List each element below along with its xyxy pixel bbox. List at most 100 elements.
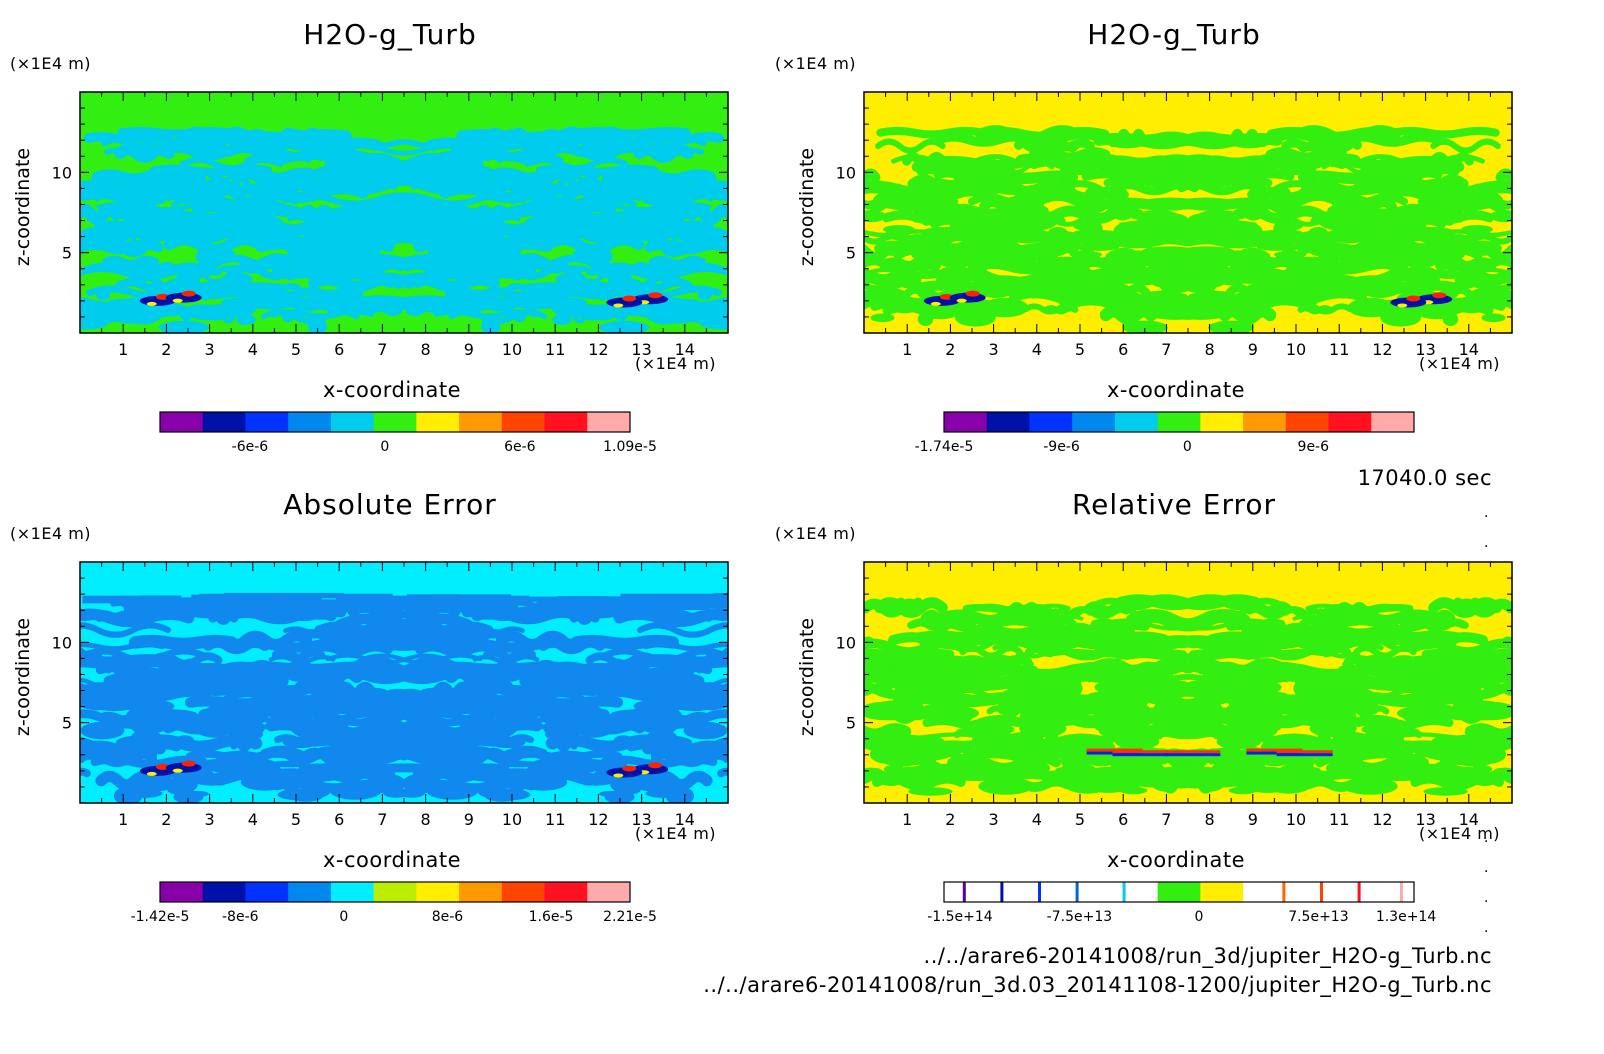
field-blob — [166, 782, 184, 795]
colorbar-swatch — [1029, 882, 1073, 902]
field-streak — [920, 609, 967, 627]
x-tick-label: 6 — [1118, 810, 1128, 829]
field-blob — [660, 240, 687, 258]
colorbar-frame — [159, 881, 631, 903]
x-unit-label: (×1E4 m) — [1419, 354, 1501, 373]
field-blob — [282, 736, 319, 749]
field-blob — [190, 678, 243, 696]
colorbar-label: 2.21e-5 — [603, 909, 657, 925]
field-blob — [158, 320, 209, 333]
field-blob — [202, 219, 244, 229]
field-blob — [504, 290, 529, 298]
field-blob — [466, 663, 523, 676]
y-tick-label: 5 — [62, 714, 72, 733]
field-streak — [577, 176, 628, 191]
field-blob — [80, 229, 110, 244]
field-blob — [1481, 673, 1501, 693]
field-streak — [864, 168, 881, 186]
field-streak — [648, 255, 707, 269]
field-blob — [345, 739, 388, 747]
x-tick-label: 7 — [1161, 340, 1171, 359]
field-blob — [1337, 226, 1358, 244]
field-blob — [1382, 719, 1412, 739]
field-blob — [991, 304, 1020, 312]
file-path-2: ../../arare6-20141008/run_3d.03_20141108… — [703, 973, 1492, 997]
field-blob — [1187, 719, 1224, 733]
colorbar-swatch — [202, 412, 246, 432]
field-blob — [971, 223, 1027, 235]
field-streak — [1014, 138, 1049, 152]
colorbar-swatch — [373, 412, 417, 432]
field-blob — [1454, 268, 1481, 289]
field-blob — [1293, 679, 1316, 698]
field-streak — [613, 608, 728, 628]
x-tick-label: 6 — [334, 810, 344, 829]
field-streak — [1343, 655, 1419, 668]
field-streak — [1029, 147, 1111, 161]
y-unit-label: (×1E4 m) — [775, 54, 857, 73]
field-streak — [188, 142, 223, 160]
field-blob — [1256, 242, 1296, 251]
field-blob — [396, 217, 420, 227]
field-blob — [1417, 668, 1451, 683]
field-blob — [413, 256, 461, 269]
x-tick-label: 11 — [545, 810, 565, 829]
x-tick-label: 8 — [421, 810, 431, 829]
field-streak — [101, 134, 178, 151]
field-blob — [498, 694, 541, 711]
y-tick-label: 5 — [846, 714, 856, 733]
field-streak — [570, 634, 680, 651]
field-streak — [902, 151, 948, 171]
field-feature — [1246, 748, 1303, 752]
x-tick-label: 9 — [464, 810, 474, 829]
field-blob — [130, 729, 162, 747]
field-blob — [442, 305, 483, 314]
field-streak — [1062, 622, 1135, 640]
field-streak — [80, 654, 171, 670]
field-blob — [112, 209, 156, 220]
field-streak — [1409, 609, 1456, 627]
field-blob — [1465, 287, 1512, 307]
field-blob — [603, 215, 621, 222]
field-streak — [585, 142, 620, 160]
field-blob — [590, 257, 607, 276]
colorbar-level-mark — [1399, 882, 1403, 902]
field-blob — [347, 256, 395, 269]
time-label: 17040.0 sec — [1357, 466, 1492, 490]
colorbar-swatch — [944, 412, 988, 432]
field-blob — [1186, 213, 1220, 231]
field-blob — [1119, 786, 1148, 795]
field-streak — [244, 155, 312, 166]
field-blob — [437, 696, 472, 716]
field-blob — [1019, 719, 1067, 738]
field-blob — [481, 317, 501, 333]
field-feature — [613, 303, 624, 308]
field-blob — [568, 281, 624, 300]
field-blob — [1409, 265, 1424, 285]
field-blob — [895, 268, 922, 289]
field-streak — [575, 127, 691, 138]
field-streak — [1225, 283, 1289, 302]
y-axis-label: z-coordinate — [796, 147, 819, 267]
field-blob — [1110, 300, 1136, 314]
field-blob — [221, 273, 253, 285]
colorbar-swatch — [160, 882, 204, 902]
field-blob — [555, 273, 587, 285]
x-tick-label: 12 — [588, 810, 608, 829]
field-streak — [1499, 636, 1512, 651]
field-blob — [921, 226, 971, 237]
field-feature — [1246, 751, 1303, 755]
field-streak — [722, 598, 728, 607]
field-blob — [545, 727, 580, 742]
field-feature — [1432, 292, 1447, 299]
margin-dot: . — [1484, 860, 1489, 876]
field-blob — [691, 263, 722, 273]
field-streak — [1353, 644, 1417, 660]
field-streak — [542, 234, 645, 255]
field-blob — [174, 735, 195, 748]
field-streak — [139, 169, 207, 186]
field-blob — [1415, 689, 1468, 701]
field-streak — [337, 593, 393, 599]
colorbar-swatch — [1328, 412, 1372, 432]
x-tick-label: 10 — [1286, 340, 1306, 359]
